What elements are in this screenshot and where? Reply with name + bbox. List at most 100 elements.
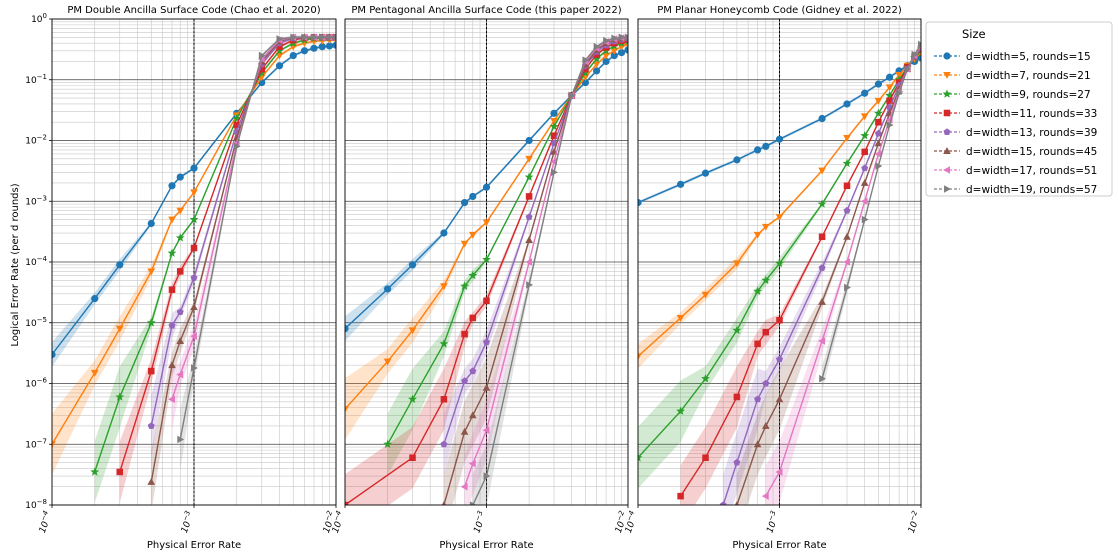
data-point xyxy=(885,84,894,92)
series-line xyxy=(638,57,921,204)
data-point xyxy=(701,374,710,383)
data-point xyxy=(483,338,490,346)
data-point xyxy=(733,393,741,401)
data-point xyxy=(775,258,784,268)
data-point xyxy=(874,129,882,137)
legend-frame xyxy=(925,21,1113,197)
data-point xyxy=(332,41,336,49)
legend-marker xyxy=(943,72,951,79)
data-point xyxy=(776,316,783,324)
data-point xyxy=(116,261,124,269)
data-point xyxy=(168,216,176,224)
data-point xyxy=(52,441,56,449)
data-point xyxy=(818,298,826,305)
data-point xyxy=(383,439,392,448)
data-point xyxy=(593,42,601,51)
data-point xyxy=(90,369,99,377)
data-point xyxy=(701,291,710,299)
confidence-band xyxy=(638,56,921,205)
y-axis-label: Logical Error Rate (per d rounds) xyxy=(10,183,21,346)
data-point xyxy=(676,180,685,188)
data-point xyxy=(817,199,827,208)
data-point xyxy=(439,339,449,348)
data-point xyxy=(676,406,685,415)
data-point xyxy=(147,219,155,228)
data-point xyxy=(603,36,610,45)
data-point xyxy=(482,426,490,435)
data-point xyxy=(176,207,185,215)
y-tick-label: 10−6 xyxy=(25,377,47,390)
data-point xyxy=(860,131,870,140)
data-point xyxy=(525,136,533,145)
confidence-band xyxy=(443,36,628,505)
x-axis-label: Physical Error Rate xyxy=(732,540,826,551)
data-point xyxy=(818,233,826,241)
data-point xyxy=(91,294,99,303)
data-point xyxy=(761,422,770,429)
data-point xyxy=(460,199,469,207)
data-point xyxy=(843,100,851,108)
data-point xyxy=(319,33,327,42)
data-point xyxy=(147,422,155,429)
data-point xyxy=(610,47,619,55)
series-line xyxy=(345,49,628,330)
data-point xyxy=(469,192,477,201)
legend-entry: d=width=5, rounds=15 xyxy=(966,51,1091,63)
data-point xyxy=(550,117,558,125)
data-point xyxy=(482,183,491,191)
data-point xyxy=(408,327,417,335)
data-point xyxy=(333,33,336,42)
data-point xyxy=(177,435,185,444)
x-tick-label: 10−4 xyxy=(35,510,55,535)
data-point xyxy=(874,80,883,88)
confidence-band xyxy=(387,39,628,475)
data-point xyxy=(611,34,619,43)
data-point xyxy=(624,46,628,54)
confidence-band xyxy=(723,46,921,505)
data-point xyxy=(525,213,533,220)
data-point xyxy=(115,325,124,333)
data-point xyxy=(408,261,417,269)
data-point xyxy=(762,142,770,150)
data-point xyxy=(233,142,241,151)
data-point xyxy=(409,454,416,461)
data-point xyxy=(843,206,851,214)
data-point xyxy=(874,139,883,147)
data-point xyxy=(886,121,894,129)
legend-marker xyxy=(942,89,952,98)
data-point xyxy=(860,113,869,121)
data-point xyxy=(345,406,349,413)
data-point xyxy=(460,482,468,491)
data-point xyxy=(842,158,852,168)
data-point xyxy=(326,33,334,42)
panel-1: PM Double Ancilla Surface Code (Chao et … xyxy=(25,5,339,551)
data-point xyxy=(549,121,559,131)
data-point xyxy=(525,193,533,200)
data-point xyxy=(875,118,882,126)
panel-2: PM Pentagonal Ancilla Surface Code (this… xyxy=(328,5,631,551)
data-point xyxy=(843,258,850,266)
data-point xyxy=(147,477,156,485)
data-point xyxy=(860,197,868,206)
data-point xyxy=(275,62,284,70)
data-point xyxy=(904,65,912,73)
data-point xyxy=(440,283,448,291)
data-point xyxy=(775,214,784,221)
data-point xyxy=(861,89,869,97)
data-point xyxy=(582,56,590,64)
legend-entry: d=width=17, rounds=51 xyxy=(966,165,1097,177)
data-point xyxy=(440,396,448,403)
x-axis-label: Physical Error Rate xyxy=(439,540,533,551)
data-point xyxy=(190,274,198,281)
data-point xyxy=(460,427,469,435)
data-point xyxy=(761,492,769,500)
legend-marker xyxy=(943,166,950,174)
data-point xyxy=(861,164,869,172)
data-point xyxy=(874,108,883,118)
data-point xyxy=(753,440,762,448)
data-point xyxy=(550,109,558,117)
data-point xyxy=(733,458,741,466)
x-tick-label: 10−3 xyxy=(763,510,783,535)
data-point xyxy=(775,395,784,403)
data-point xyxy=(638,353,642,361)
